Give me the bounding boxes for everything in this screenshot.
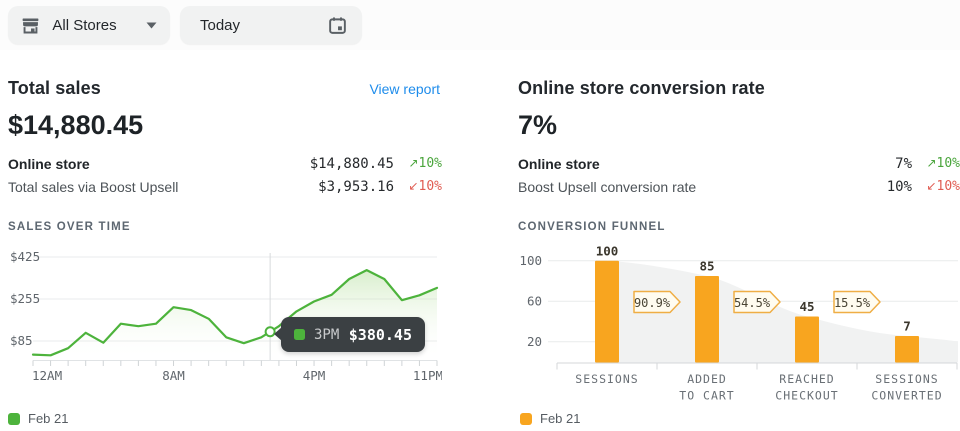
- date-selector-label: Today: [200, 16, 241, 34]
- svg-text:90.9%: 90.9%: [634, 296, 671, 310]
- metric-row: Total sales via Boost Upsell $3,953.16 ↙…: [8, 175, 442, 198]
- trend-down-icon: ↙: [926, 179, 937, 193]
- tooltip-tail: [274, 327, 282, 341]
- total-sales-value: $14,880.45: [8, 110, 144, 140]
- tooltip-value: $380.45: [348, 325, 412, 344]
- conversion-funnel-chart[interactable]: 100 60 20 100 85 45 7 90.9% 54.5% 15.5% SESSIONS AD…: [518, 245, 960, 405]
- svg-text:15.5%: 15.5%: [834, 296, 871, 310]
- svg-text:$255: $255: [10, 291, 40, 306]
- svg-text:$85: $85: [10, 333, 33, 348]
- metric-row: Online store $14,880.45 ↗10%: [8, 152, 442, 175]
- svg-text:60: 60: [527, 293, 542, 308]
- svg-text:54.5%: 54.5%: [734, 296, 771, 310]
- conversion-rate-title: Online store conversion rate: [518, 78, 765, 98]
- metric-label: Total sales via Boost Upsell: [8, 178, 179, 195]
- funnel-chart-area: 100 60 20 100 85 45 7 90.9% 54.5% 15.5% SESSIONS AD…: [518, 245, 960, 405]
- metric-label: Online store: [8, 155, 90, 172]
- legend: Feb 21: [520, 411, 580, 426]
- tooltip-time: 3PM: [314, 326, 340, 343]
- conversion-breakdown: Online store 7% ↗10% Boost Upsell conver…: [518, 152, 960, 198]
- metric-value: $14,880.45: [309, 155, 394, 172]
- total-sales-breakdown: Online store $14,880.45 ↗10% Total sales…: [8, 152, 442, 198]
- svg-text:SESSIONS: SESSIONS: [575, 372, 638, 386]
- view-report-link[interactable]: View report: [369, 81, 440, 97]
- conversion-rate-value: 7%: [518, 110, 558, 140]
- svg-text:45: 45: [799, 299, 814, 314]
- svg-text:4PM: 4PM: [303, 368, 326, 383]
- legend: Feb 21: [8, 411, 68, 426]
- total-sales-title: Total sales: [8, 78, 101, 98]
- legend-label: Feb 21: [540, 411, 581, 426]
- date-selector-button[interactable]: Today: [180, 6, 362, 44]
- total-sales-panel: Total sales View report $14,880.45 Onlin…: [8, 0, 442, 431]
- svg-text:ADDED: ADDED: [687, 372, 727, 386]
- calendar-icon: [327, 15, 348, 36]
- svg-text:SESSIONS: SESSIONS: [875, 372, 938, 386]
- svg-text:12AM: 12AM: [32, 368, 62, 383]
- svg-text:TO CART: TO CART: [679, 389, 734, 403]
- topbar: All Stores Today: [0, 0, 960, 50]
- svg-text:CONVERTED: CONVERTED: [871, 389, 942, 403]
- svg-text:100: 100: [596, 245, 619, 258]
- trend-down-icon: ↙: [408, 179, 419, 193]
- svg-text:20: 20: [527, 334, 542, 349]
- legend-label: Feb 21: [28, 411, 69, 426]
- svg-text:11PM: 11PM: [413, 368, 442, 383]
- svg-text:CHECKOUT: CHECKOUT: [775, 389, 838, 403]
- svg-text:100: 100: [519, 253, 542, 268]
- conversion-rate-panel: Online store conversion rate 7% Online s…: [518, 0, 960, 431]
- conversion-funnel-label: CONVERSION FUNNEL: [518, 221, 666, 233]
- metric-delta: ↙10%: [926, 179, 960, 194]
- chevron-down-icon: [146, 22, 157, 29]
- store-icon: [20, 15, 41, 36]
- tooltip-series-chip: [294, 329, 305, 340]
- metric-delta: ↗10%: [926, 156, 960, 171]
- metric-delta: ↗10%: [408, 156, 442, 171]
- svg-text:7: 7: [903, 319, 911, 334]
- legend-chip: [520, 412, 532, 425]
- metric-label: Online store: [518, 155, 600, 172]
- sales-over-time-label: SALES OVER TIME: [8, 221, 131, 233]
- sales-chart-area: $425 $255 $85 12AM 8AM 4PM 11PM 3PM $380.45: [8, 245, 442, 395]
- metric-delta: ↙10%: [408, 179, 442, 194]
- svg-text:85: 85: [699, 258, 714, 273]
- legend-chip: [8, 412, 20, 425]
- metric-label: Boost Upsell conversion rate: [518, 178, 697, 195]
- metric-value: 10%: [886, 178, 912, 195]
- chart-tooltip: 3PM $380.45: [274, 317, 425, 352]
- store-selector-label: All Stores: [52, 16, 117, 34]
- svg-text:8AM: 8AM: [162, 368, 185, 383]
- svg-text:$425: $425: [10, 249, 40, 264]
- metric-row: Online store 7% ↗10%: [518, 152, 960, 175]
- metric-value: 7%: [895, 155, 912, 172]
- metric-row: Boost Upsell conversion rate 10% ↙10%: [518, 175, 960, 198]
- svg-text:REACHED: REACHED: [779, 372, 834, 386]
- metric-value: $3,953.16: [318, 178, 394, 195]
- trend-up-icon: ↗: [926, 156, 937, 170]
- store-selector-button[interactable]: All Stores: [8, 6, 170, 44]
- trend-up-icon: ↗: [408, 156, 419, 170]
